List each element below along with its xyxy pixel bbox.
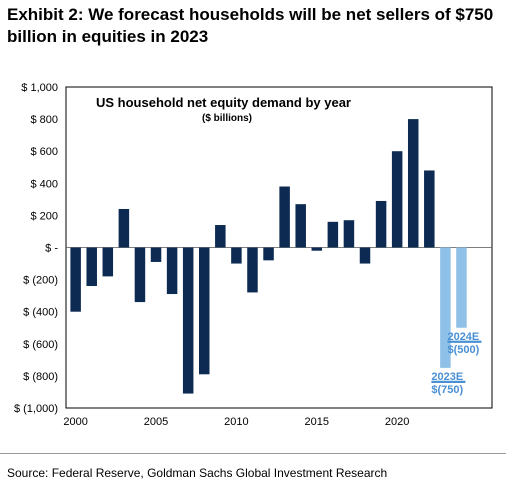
y-tick-label: $ 800	[30, 114, 58, 126]
forecast-bar	[440, 247, 451, 368]
bar	[231, 247, 242, 264]
y-tick-label: $ (400)	[23, 307, 58, 319]
bar	[182, 247, 194, 394]
forecast-year-label: 2024E	[447, 331, 479, 343]
x-tick-label: 2015	[305, 416, 329, 428]
bar	[327, 221, 339, 248]
forecast-year-label: 2023E	[431, 371, 463, 383]
bar	[102, 247, 114, 277]
bar	[70, 247, 81, 312]
x-tick-label: 2010	[224, 416, 248, 428]
forecast-bar	[456, 247, 467, 328]
bar	[407, 119, 419, 248]
bar	[311, 247, 323, 251]
bar	[198, 247, 210, 375]
x-tick-label: 2000	[63, 416, 87, 428]
chart-title: US household net equity demand by year	[96, 95, 351, 110]
y-tick-label: $ 200	[30, 210, 58, 222]
bar	[150, 247, 162, 262]
source-note: Source: Federal Reserve, Goldman Sachs G…	[7, 466, 388, 480]
y-tick-label: $ -	[45, 243, 58, 255]
bar	[166, 247, 178, 295]
chart: $ 1,000 $ 800 $ 600 $ 400 $ 200 $ - $ (200) $ (…	[0, 60, 506, 440]
bar	[375, 200, 387, 248]
y-tick-label: $ (800)	[23, 371, 58, 383]
bar	[391, 151, 403, 248]
y-tick-label: $ 400	[30, 178, 58, 190]
bar	[424, 170, 435, 248]
bar	[134, 247, 146, 303]
y-tick-label: $ (600)	[23, 339, 58, 351]
bar	[118, 208, 130, 248]
bar	[86, 247, 97, 287]
y-tick-label: $ 1,000	[21, 82, 58, 94]
source-divider	[0, 453, 506, 454]
bar	[215, 225, 226, 248]
bar	[295, 204, 306, 248]
bar	[279, 186, 290, 248]
y-tick-label: $ 600	[30, 146, 58, 158]
bar	[263, 247, 274, 261]
exhibit-title: Exhibit 2: We forecast households will b…	[7, 5, 494, 46]
chart-svg: $ 1,000 $ 800 $ 600 $ 400 $ 200 $ - $ (200) $ (…	[14, 82, 493, 428]
x-tick-label: 2005	[144, 416, 168, 428]
forecast-value-label: $(500)	[447, 344, 479, 356]
forecast-value-label: $(750)	[431, 384, 463, 396]
chart-subtitle: ($ billions)	[202, 113, 252, 124]
y-tick-label: $ (200)	[23, 275, 58, 287]
x-tick-label: 2020	[385, 416, 409, 428]
y-tick-label: $ (1,000)	[14, 403, 58, 415]
bar	[247, 247, 258, 293]
bar	[343, 220, 355, 248]
bar	[359, 247, 371, 264]
